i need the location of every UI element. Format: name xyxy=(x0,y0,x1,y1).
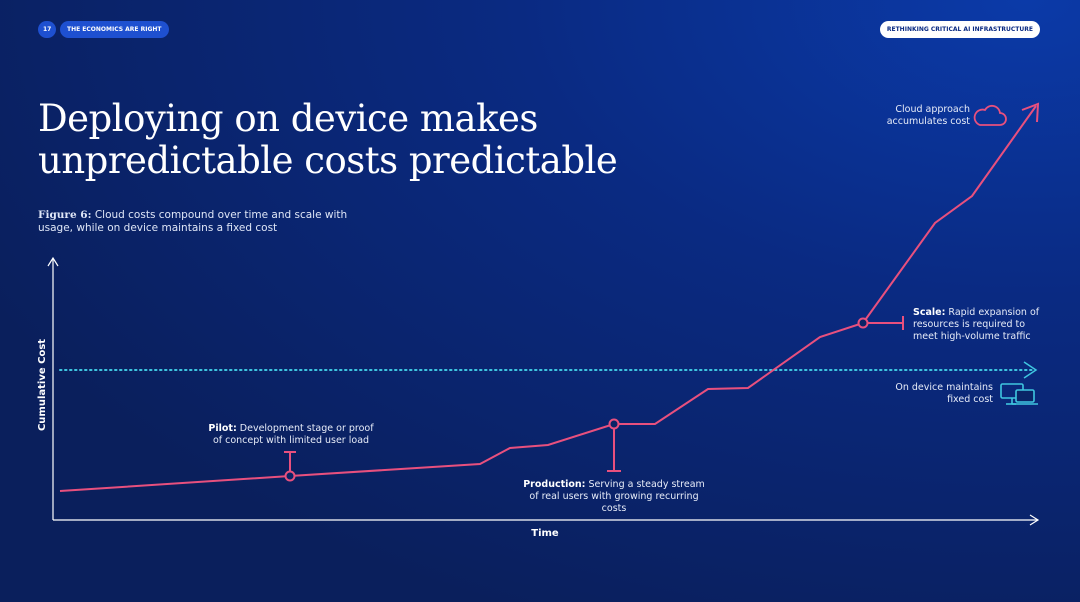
note-label: Pilot: xyxy=(208,423,237,434)
report-badge: RETHINKING CRITICAL AI INFRASTRUCTURE xyxy=(879,21,1040,38)
title: Deploying on device makes unpredictable … xyxy=(38,97,618,182)
x-axis-label: Time xyxy=(531,528,559,539)
title-line: unpredictable costs predictable xyxy=(38,139,618,182)
note-label: Scale: xyxy=(913,307,946,318)
scale-note: Scale: Rapid expansion of resources is r… xyxy=(913,307,1043,343)
production-note: Production: Serving a steady stream of r… xyxy=(518,479,710,515)
y-axis-label: Cumulative Cost xyxy=(37,339,48,431)
note-text: Development stage or proof of concept wi… xyxy=(212,423,374,446)
page-number: 17 xyxy=(38,21,57,38)
figure-caption: Figure 6: Cloud costs compound over time… xyxy=(38,209,368,235)
x-arrow xyxy=(1029,514,1040,526)
cloud-note: Cloud approach accumulates cost xyxy=(886,104,970,127)
caption-text: Cloud costs compound over time and scale… xyxy=(38,209,348,234)
device-line xyxy=(59,361,1038,379)
note-text: Serving a steady stream of real users wi… xyxy=(529,479,705,514)
cloud-line xyxy=(59,102,1040,492)
note-label: Production: xyxy=(523,479,586,490)
axes xyxy=(47,256,1040,526)
section-badge: THE ECONOMICS ARE RIGHT xyxy=(60,21,169,38)
note-text: Rapid expansion of resources is required… xyxy=(913,307,1040,342)
device-icon xyxy=(1000,383,1038,405)
figure-label: Figure 6: xyxy=(38,209,92,221)
pilot-note: Pilot: Development stage or proof of con… xyxy=(208,423,374,447)
y-arrow xyxy=(47,256,59,267)
device-note: On device maintains fixed cost xyxy=(895,382,993,405)
title-line: Deploying on device makes xyxy=(38,97,538,140)
cloud-icon xyxy=(973,104,1007,126)
